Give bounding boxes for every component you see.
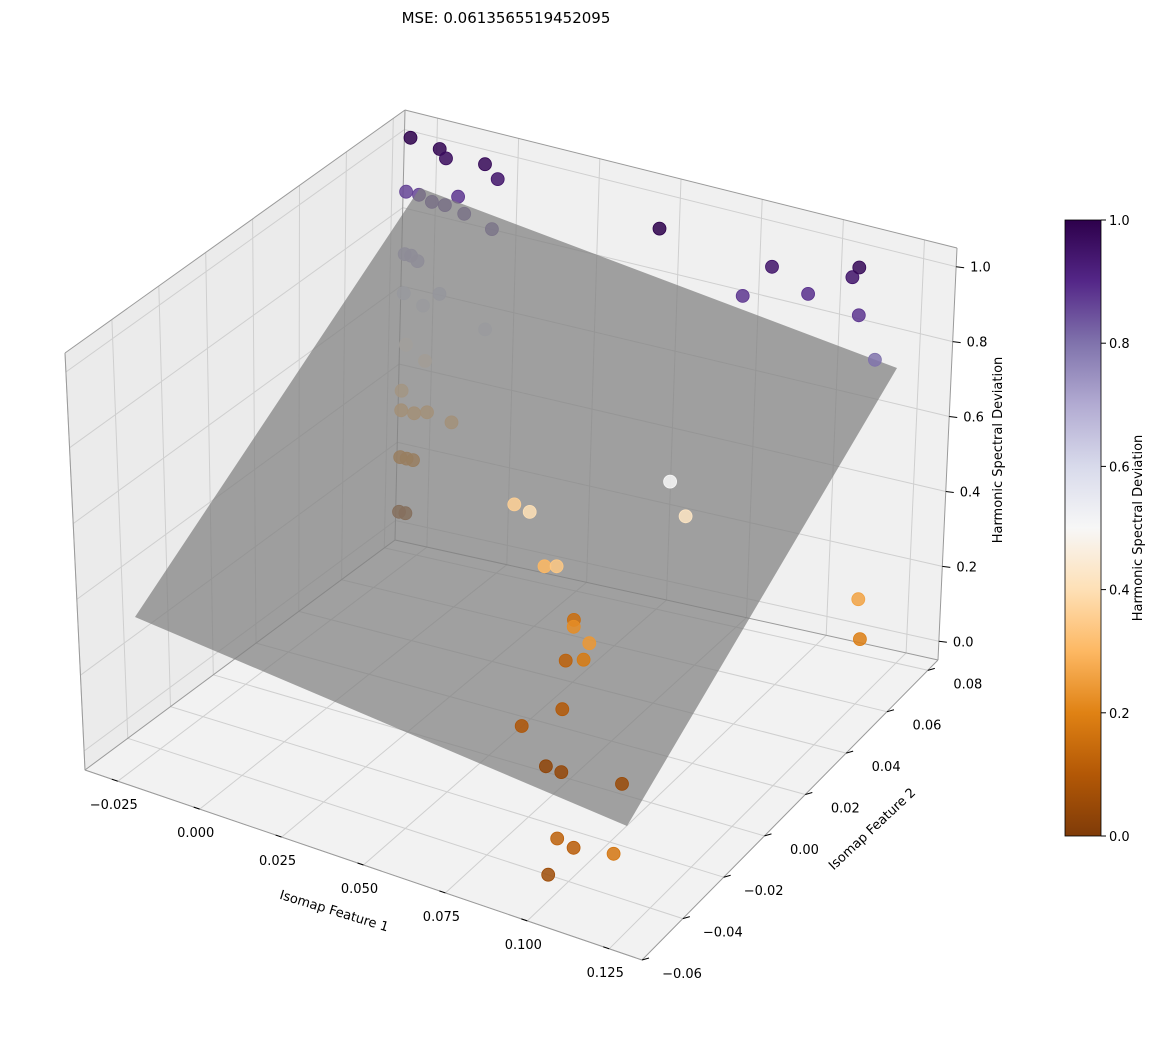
data-point <box>514 719 529 733</box>
tick-mark <box>723 874 731 878</box>
x-tick-label: 0.050 <box>341 882 378 897</box>
z-axis-label: Harmonic Spectral Deviation <box>991 357 1006 544</box>
axis-edge <box>64 109 406 354</box>
colorbar-gradient <box>1064 219 1102 837</box>
tick-mark <box>521 918 528 922</box>
data-point <box>490 172 505 187</box>
data-point <box>554 765 569 779</box>
x-tick-label: −0.025 <box>90 798 138 813</box>
plot-scene <box>135 130 897 882</box>
tick-mark <box>927 667 935 671</box>
data-point <box>555 702 570 717</box>
data-point <box>550 831 565 846</box>
tick-mark <box>805 792 813 795</box>
tick-mark <box>846 750 854 754</box>
colorbar-tick-label: 0.4 <box>1109 584 1130 599</box>
colorbar-label: Harmonic Spectral Deviation <box>1131 435 1146 622</box>
z-tick-label: 0.6 <box>963 411 984 426</box>
axis-edge <box>641 659 939 961</box>
tick-mark <box>275 834 282 838</box>
axis-edge <box>64 352 86 771</box>
data-point <box>566 840 581 855</box>
tick-mark <box>603 946 610 950</box>
data-point <box>868 352 882 367</box>
data-point <box>678 509 693 524</box>
x-tick-label: 0.100 <box>505 938 542 953</box>
z-tick-label: 0.8 <box>967 336 988 351</box>
y-tick-label: 0.08 <box>953 677 982 692</box>
data-point <box>549 559 564 574</box>
colorbar-tick-label: 0.2 <box>1109 707 1130 722</box>
x-tick-label: 0.000 <box>177 826 214 841</box>
tick-mark <box>641 957 650 961</box>
axis-edge <box>404 109 958 249</box>
axis-ticks: −0.025 0.000 0.025 0.050 0.075 0.100 0.125 −0.0… <box>90 261 991 982</box>
data-point <box>558 653 573 668</box>
y-tick-label: 0.02 <box>831 801 860 816</box>
data-point <box>851 592 866 607</box>
tick-mark <box>682 916 690 920</box>
y-tick-label: −0.04 <box>703 926 743 941</box>
data-point <box>582 636 597 651</box>
z-tick-label: 0.4 <box>960 485 981 500</box>
data-point <box>576 652 591 667</box>
data-point <box>615 777 629 791</box>
tick-mark <box>956 266 965 269</box>
data-point <box>663 474 677 489</box>
colorbar-tick-label: 0.8 <box>1109 337 1130 352</box>
tick-mark <box>938 640 947 643</box>
data-point <box>801 286 815 301</box>
data-point <box>735 288 750 303</box>
y-tick-label: −0.06 <box>662 967 702 982</box>
colorbar: 0.0 0.2 0.4 0.6 0.8 1.0 <box>1064 214 1130 845</box>
x-tick-label: 0.075 <box>423 910 460 925</box>
data-point <box>537 559 552 574</box>
data-point <box>606 846 621 861</box>
data-point <box>539 759 553 774</box>
tick-mark <box>439 890 446 894</box>
tick-mark <box>111 778 118 782</box>
y-tick-label: 0.06 <box>912 719 941 734</box>
data-point <box>652 221 667 236</box>
data-point <box>765 259 779 274</box>
tick-mark <box>886 709 895 713</box>
chart-title: MSE: 0.0613565519452095 <box>402 9 611 27</box>
z-tick-label: 0.0 <box>953 635 974 650</box>
data-point <box>852 260 867 275</box>
axis-edge <box>937 247 958 661</box>
tick-mark <box>942 565 951 568</box>
data-point <box>853 632 867 646</box>
y-axis-label: Isomap Feature 2 <box>826 785 919 873</box>
data-point <box>566 619 581 634</box>
colorbar-tick-label: 0.0 <box>1109 830 1130 845</box>
colorbar-tick-label: 1.0 <box>1109 214 1130 229</box>
y-tick-label: −0.02 <box>744 884 784 899</box>
data-point <box>478 157 492 172</box>
data-point <box>522 504 537 519</box>
data-point <box>403 130 418 145</box>
tick-mark <box>357 862 364 866</box>
data-point <box>845 270 860 285</box>
data-point <box>851 308 866 323</box>
tick-mark <box>949 416 958 419</box>
tick-mark <box>193 806 200 810</box>
z-tick-label: 0.2 <box>956 560 977 575</box>
y-tick-label: 0.00 <box>790 843 819 858</box>
tick-mark <box>952 341 961 344</box>
x-tick-label: 0.125 <box>587 966 624 981</box>
data-point <box>399 184 414 199</box>
y-tick-label: 0.04 <box>872 760 901 775</box>
z-tick-label: 1.0 <box>970 261 991 276</box>
x-tick-label: 0.025 <box>259 854 296 869</box>
tick-mark <box>764 833 772 837</box>
data-point <box>439 151 453 166</box>
data-point <box>541 867 556 882</box>
data-point <box>507 497 522 512</box>
colorbar-tick-label: 0.6 <box>1109 460 1130 475</box>
tick-mark <box>945 490 954 493</box>
